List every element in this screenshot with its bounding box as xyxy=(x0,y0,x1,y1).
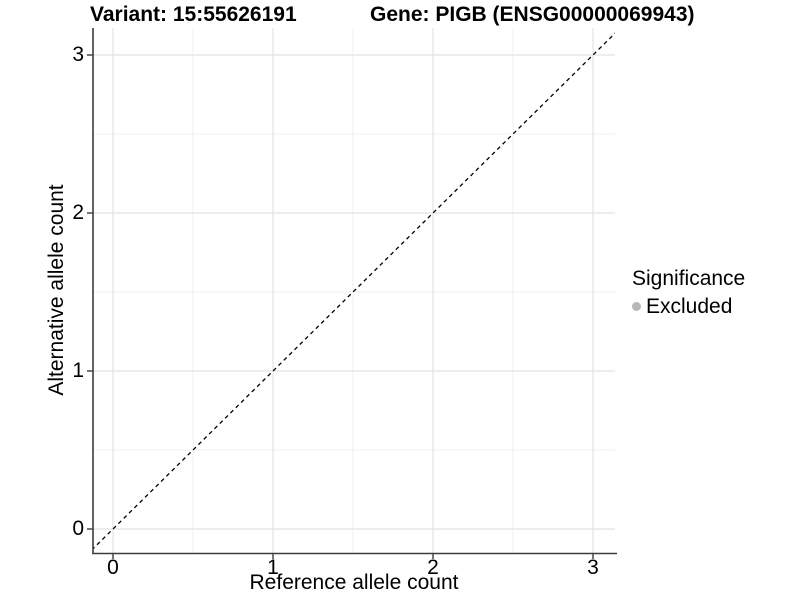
x-tick-label: 0 xyxy=(107,556,119,579)
y-tick-label: 2 xyxy=(72,201,84,224)
plot-title-gene: Gene: PIGB (ENSG00000069943) xyxy=(370,3,695,26)
y-tick-label: 3 xyxy=(72,43,84,66)
plot-title-variant: Variant: 15:55626191 xyxy=(90,3,297,26)
x-tick-label: 2 xyxy=(427,556,439,579)
excluded-circle-icon xyxy=(632,302,641,311)
x-tick-label: 3 xyxy=(587,556,599,579)
legend-title: Significance xyxy=(632,267,746,290)
legend-item-excluded: Excluded xyxy=(632,294,745,319)
legend-item-label: Excluded xyxy=(646,295,733,318)
y-tick-label: 1 xyxy=(72,359,84,382)
x-tick-label: 1 xyxy=(267,556,279,579)
y-tick-label: 0 xyxy=(72,517,84,540)
x-axis-title: Reference allele count xyxy=(249,571,459,594)
legend: Significance Excluded xyxy=(632,266,745,319)
